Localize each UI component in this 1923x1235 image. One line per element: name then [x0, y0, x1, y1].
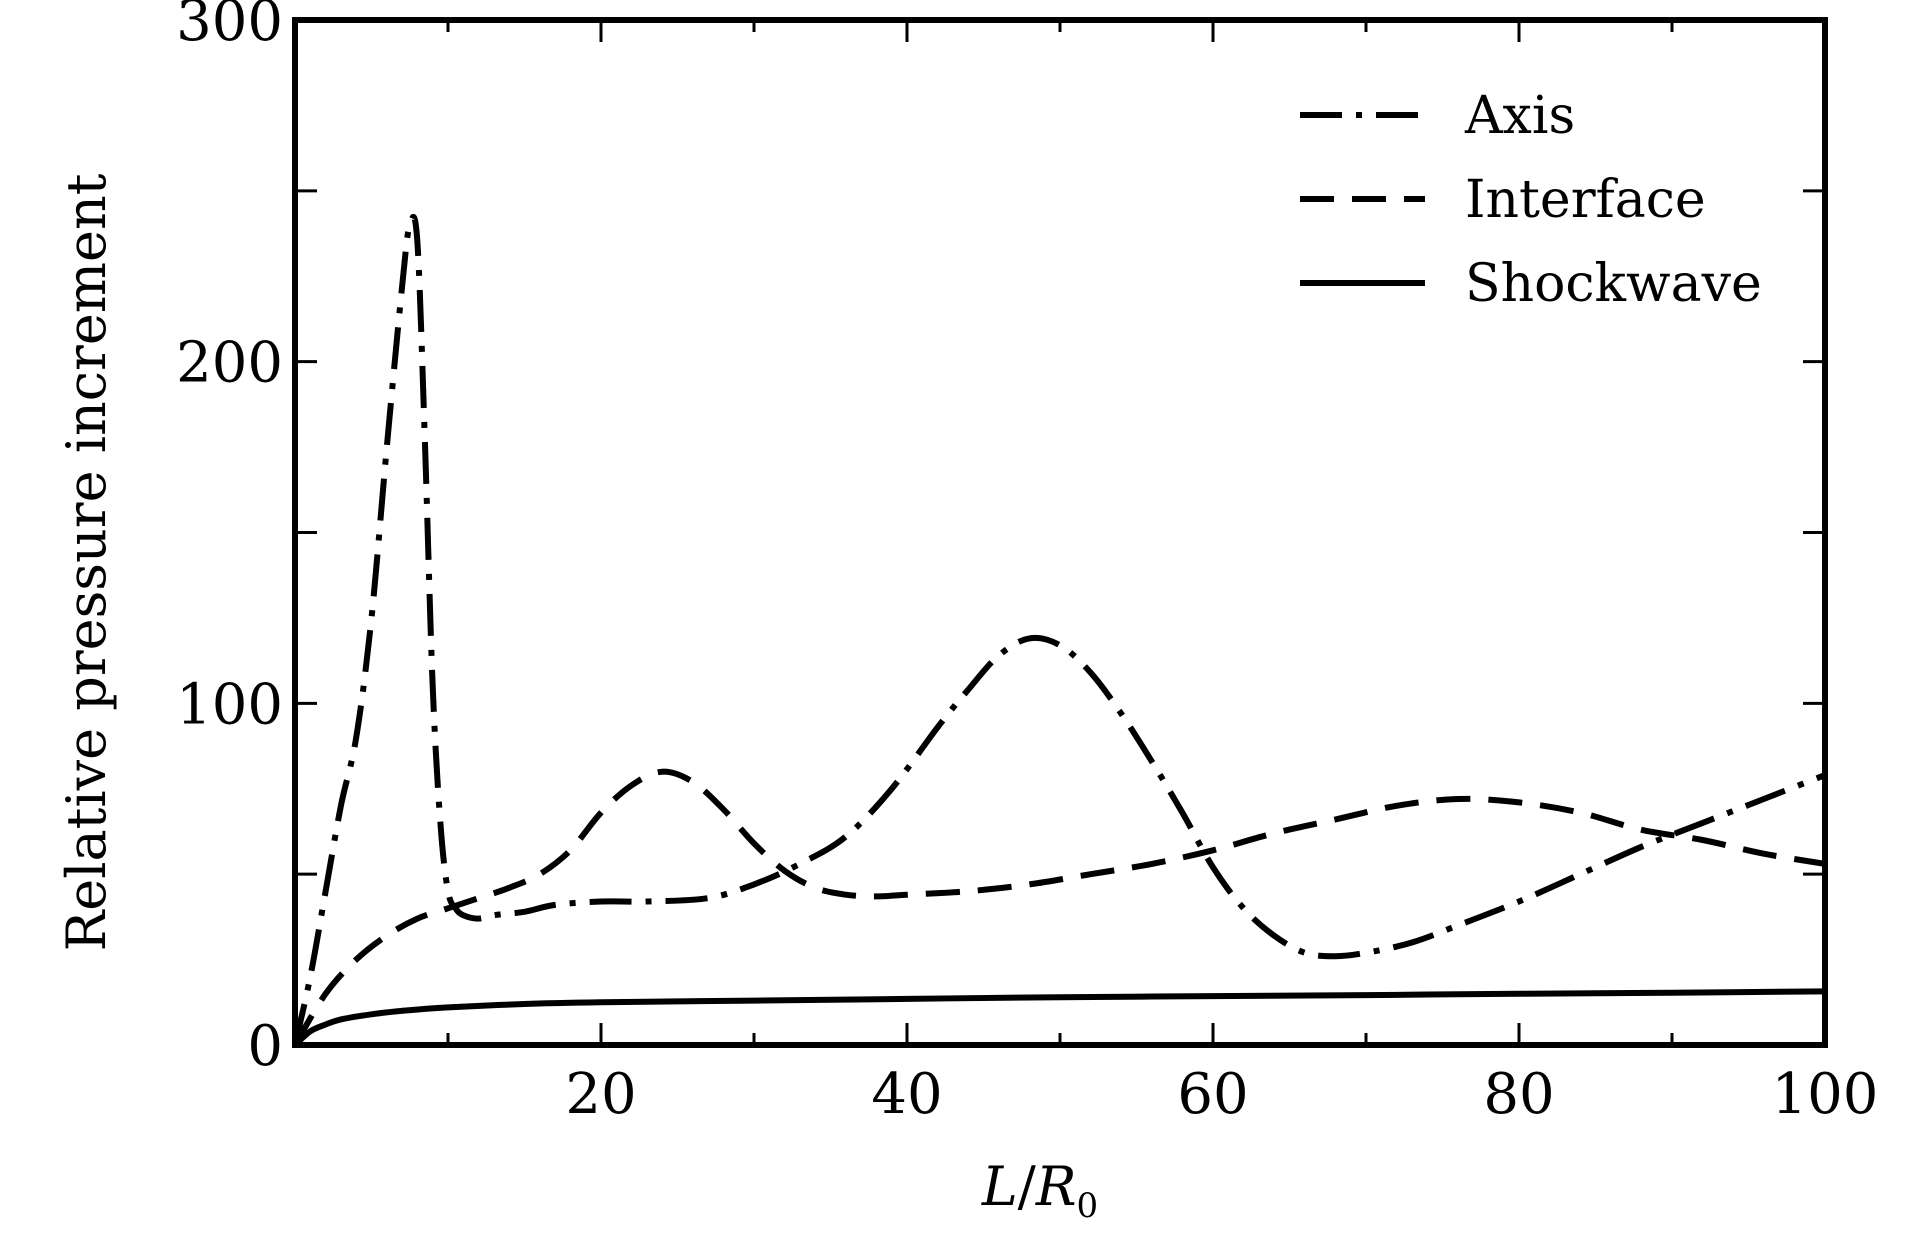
- x-axis-label-sub: 0: [1077, 1186, 1099, 1226]
- legend-label-shockwave: Shockwave: [1465, 254, 1762, 314]
- y-tick-label: 100: [176, 672, 283, 737]
- legend: Axis Interface Shockwave: [1300, 86, 1762, 314]
- y-tick-label: 200: [176, 331, 283, 396]
- x-tick-label: 100: [1772, 1062, 1879, 1127]
- x-axis-label-denom: R: [1035, 1155, 1077, 1218]
- x-axis-label-sep: /: [1018, 1155, 1037, 1218]
- series-lines: [292, 213, 1827, 1048]
- x-axis-label: L/R0: [981, 1155, 1098, 1226]
- x-tick-label: 20: [565, 1062, 636, 1127]
- x-axis-label-main: L: [981, 1155, 1018, 1218]
- y-tick-label: 0: [247, 1014, 283, 1079]
- x-tick-label: 60: [1177, 1062, 1248, 1127]
- y-axis-label: Relative pressure increment: [55, 173, 118, 951]
- series-line-axis: [292, 213, 1827, 1046]
- x-tick-label: 80: [1483, 1062, 1554, 1127]
- plot-frame: [292, 17, 1828, 1048]
- legend-label-axis: Axis: [1464, 86, 1575, 146]
- legend-label-interface: Interface: [1465, 170, 1706, 230]
- x-tick-label: 40: [871, 1062, 942, 1127]
- y-tick-label: 300: [176, 0, 283, 54]
- tick-labels: 20 40 60 80 100 0 100 200 300: [176, 0, 1878, 1127]
- series-line-interface: [292, 768, 1826, 1047]
- series-line-shockwave: [292, 988, 1826, 1048]
